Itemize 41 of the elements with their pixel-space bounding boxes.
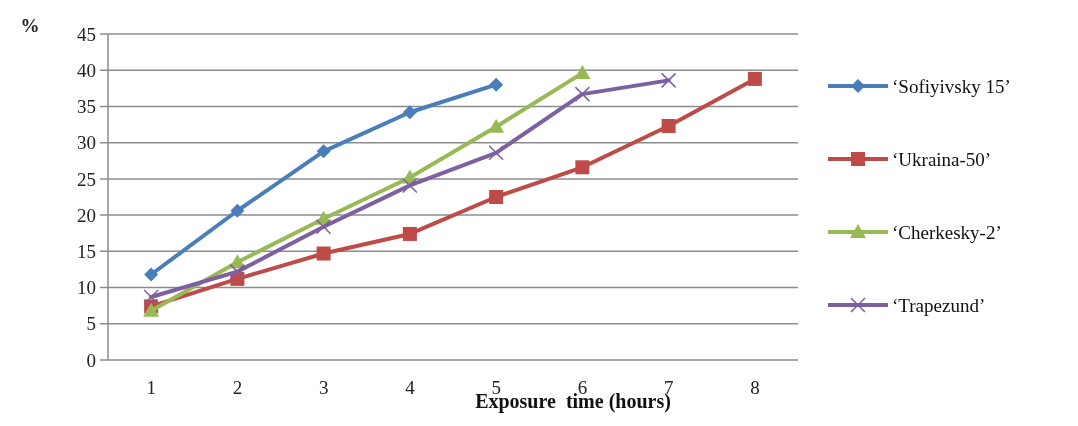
legend-label: ‘Ukraina-50’ [892,148,992,170]
point [575,160,590,175]
legend-label: ‘Sofiyivsky 15’ [892,75,1011,97]
x-tick-label: 8 [750,377,760,398]
legend-label: ‘Cherkesky-2’ [892,221,1002,243]
x-tick-label: 1 [146,377,156,398]
legend-label: ‘Trapezund’ [892,294,986,316]
point [402,105,417,120]
x-tick-label: 2 [232,377,243,398]
point [143,289,159,305]
point [660,72,677,89]
y-tick-label: 10 [77,277,96,299]
y-tick-label: 20 [77,204,96,226]
point [747,71,762,86]
x-tick-label: 3 [318,377,329,398]
y-tick-label: 30 [77,132,96,154]
point [661,119,676,133]
y-tick-label: 45 [77,23,96,45]
point [315,218,332,235]
point [489,190,504,204]
point [316,246,331,261]
point [229,263,246,280]
point [230,203,245,218]
x-tick-label: 6 [577,377,588,398]
y-tick-label: 40 [77,59,96,81]
point [574,86,591,102]
point [144,267,159,282]
y-tick-label: 0 [86,349,96,371]
point [402,226,417,241]
point [488,118,505,133]
y-axis-title: % [20,15,40,36]
point [402,177,418,194]
point [574,65,591,80]
y-tick-label: 35 [77,96,96,118]
y-tick-label: 15 [77,240,96,262]
point [489,77,504,92]
point [488,145,504,161]
x-tick-label: 4 [405,377,416,398]
y-tick-label: 5 [86,313,96,335]
point [316,144,331,159]
y-tick-label: 25 [77,168,96,190]
